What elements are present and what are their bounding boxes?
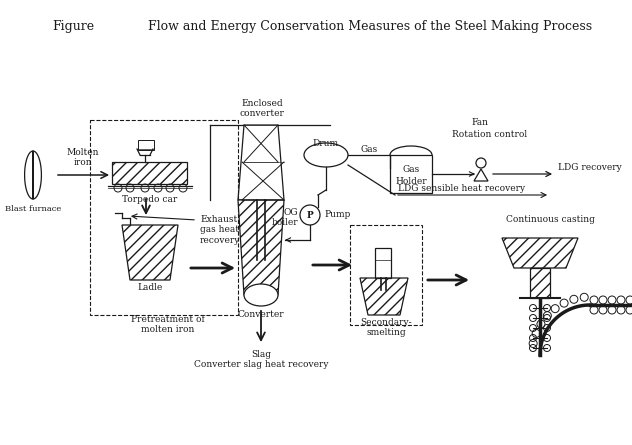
Text: Continuous casting: Continuous casting: [506, 215, 595, 224]
Text: OG
boiler: OG boiler: [271, 208, 298, 227]
Polygon shape: [502, 238, 578, 268]
Text: Torpedo car: Torpedo car: [123, 195, 178, 204]
Bar: [375, 248, 391, 278]
Text: Fan: Fan: [471, 118, 489, 127]
Text: Molten
iron: Molten iron: [67, 148, 99, 167]
Text: Enclosed
converter: Enclosed converter: [240, 99, 284, 118]
Bar: [90, 120, 238, 315]
Text: Converter: Converter: [238, 310, 284, 319]
Bar: [138, 140, 154, 150]
Text: Exhaust
gas heat
recovery: Exhaust gas heat recovery: [200, 215, 240, 245]
Text: Pump: Pump: [324, 210, 350, 219]
Polygon shape: [238, 200, 284, 295]
Text: Blast furnace: Blast furnace: [5, 205, 61, 213]
Text: Pretreatment of
molten iron: Pretreatment of molten iron: [131, 315, 205, 334]
Bar: [112, 162, 187, 184]
Bar: [390, 155, 432, 193]
Bar: [350, 225, 422, 325]
Text: Secondary-
smelting: Secondary- smelting: [360, 318, 412, 337]
Text: Gas: Gas: [403, 165, 420, 174]
Text: P: P: [307, 210, 313, 219]
Text: LDG recovery: LDG recovery: [558, 163, 622, 172]
Text: LDG sensible heat recovery: LDG sensible heat recovery: [398, 184, 525, 193]
Text: Figure: Figure: [52, 20, 94, 33]
Bar: [530, 268, 550, 298]
Text: Flow and Energy Conservation Measures of the Steel Making Process: Flow and Energy Conservation Measures of…: [148, 20, 592, 33]
Text: Gas: Gas: [361, 146, 378, 154]
Ellipse shape: [244, 284, 278, 306]
Text: Rotation control: Rotation control: [453, 130, 528, 139]
Text: Drum: Drum: [313, 139, 339, 148]
Text: Slag
Converter slag heat recovery: Slag Converter slag heat recovery: [194, 350, 328, 369]
Polygon shape: [122, 225, 178, 280]
Polygon shape: [360, 278, 408, 315]
Text: Holder: Holder: [395, 177, 427, 186]
Text: Ladle: Ladle: [137, 283, 162, 292]
